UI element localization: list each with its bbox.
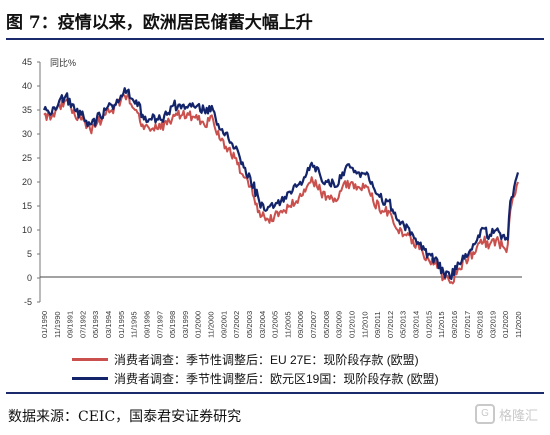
x-tick-label: 01/2020: [501, 311, 510, 338]
y-tick-label: 15: [22, 201, 32, 211]
watermark: G 格隆汇: [474, 404, 538, 424]
x-tick-label: 11/1990: [53, 311, 62, 338]
footer-divider: [6, 392, 544, 394]
x-tick-label: 09/2011: [373, 311, 382, 338]
y-tick-label: 10: [22, 225, 32, 235]
x-tick-label: 11/2010: [360, 311, 369, 338]
x-tick-label: 05/1993: [91, 311, 100, 338]
y-tick-label: 45: [22, 57, 32, 67]
x-tick-label: 09/2001: [219, 311, 228, 338]
x-ticks: 01/1990 11/1990 09/1991 07/1992 05/1993 03/19…: [40, 311, 523, 338]
x-tick-label: 11/2005: [283, 311, 292, 338]
y-tick-label: 40: [22, 81, 32, 91]
x-tick-label: 11/2015: [437, 311, 446, 338]
x-tick-label: 07/1992: [78, 311, 87, 338]
x-tick-label: 09/1991: [66, 311, 75, 338]
x-tick-label: 11/2000: [207, 311, 216, 338]
unit-label: 同比%: [50, 57, 76, 68]
x-tick-label: 07/2012: [386, 311, 395, 338]
x-tick-label: 05/2018: [476, 311, 485, 338]
x-tick-label: 07/2007: [309, 311, 318, 338]
y-tick-label: -5: [24, 297, 32, 307]
x-tick-label: 01/1990: [40, 311, 49, 338]
x-tick-label: 03/2009: [335, 311, 344, 338]
source-note: 数据来源：CEIC，国泰君安证券研究: [8, 409, 242, 425]
x-tick-label: 03/2019: [488, 311, 497, 338]
figure-title: 图 7：疫情以来，欧洲居民储蓄大幅上升: [6, 13, 313, 33]
x-tick-label: 09/1996: [142, 311, 151, 338]
x-tick-label: 11/1995: [130, 311, 139, 338]
series-line-eu27: [43, 91, 519, 285]
x-tick-label: 05/1998: [168, 311, 177, 338]
x-tick-label: 03/2014: [412, 311, 421, 338]
y-tick-label: 20: [22, 177, 32, 187]
series-lines: [42, 87, 520, 285]
y-tick-label: 5: [27, 249, 32, 259]
y-tick-label: 25: [22, 153, 32, 163]
title-bar: 图 7：疫情以来，欧洲居民储蓄大幅上升: [6, 4, 544, 40]
x-tick-label: 03/1994: [104, 311, 113, 338]
x-tick-label: 11/2020: [514, 311, 523, 338]
legend: 消费者调查：季节性调整后：EU 27E：现阶段存款 (欧盟) 消费者调查：季节性…: [72, 350, 439, 388]
y-tick-label: 35: [22, 105, 32, 115]
series-line-euro-area: [42, 87, 520, 281]
x-tick-label: 05/2003: [245, 311, 254, 338]
x-tick-label: 01/2015: [424, 311, 433, 338]
x-tick-label: 03/1999: [181, 311, 190, 338]
legend-item-euro-area: 消费者调查：季节性调整后：欧元区19国：现阶段存款 (欧盟): [72, 369, 439, 388]
y-tick-label: 30: [22, 129, 32, 139]
legend-label-eu27: 消费者调查：季节性调整后：EU 27E：现阶段存款 (欧盟): [114, 353, 419, 367]
x-tick-label: 01/2000: [194, 311, 203, 338]
x-tick-label: 01/1995: [117, 311, 126, 338]
x-tick-label: 07/2002: [232, 311, 241, 338]
legend-swatch-eu27: [72, 358, 108, 361]
x-tick-label: 01/2010: [347, 311, 356, 338]
watermark-logo-icon: G: [474, 404, 495, 424]
x-tick-label: 07/2017: [463, 311, 472, 338]
x-tick-label: 01/2005: [271, 311, 280, 338]
legend-swatch-euro-area: [72, 377, 108, 380]
watermark-text: 格隆汇: [498, 407, 538, 423]
y-ticks: -5 0 5 10 15 20 25 30 35 40 45: [22, 57, 40, 307]
x-tick-label: 05/2013: [399, 311, 408, 338]
x-tick-label: 09/2016: [450, 311, 459, 338]
legend-label-euro-area: 消费者调查：季节性调整后：欧元区19国：现阶段存款 (欧盟): [114, 372, 439, 386]
y-tick-label: 0: [27, 273, 32, 283]
legend-item-eu27: 消费者调查：季节性调整后：EU 27E：现阶段存款 (欧盟): [72, 350, 439, 369]
x-tick-label: 05/2008: [322, 311, 331, 338]
x-tick-label: 03/2004: [258, 311, 267, 338]
x-tick-label: 07/1997: [155, 311, 164, 338]
x-tick-label: 09/2006: [296, 311, 305, 338]
